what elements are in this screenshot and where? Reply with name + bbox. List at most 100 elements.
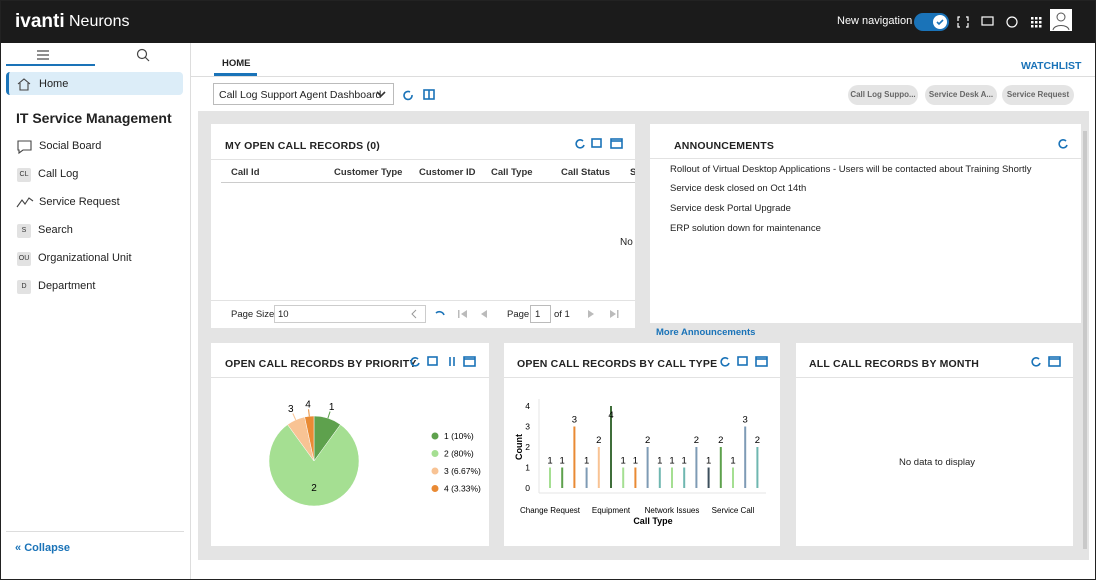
nav-item[interactable]: Social Board (39, 140, 102, 152)
page-count: of 1 (554, 309, 570, 320)
page-size-select[interactable] (274, 305, 426, 323)
more-link[interactable]: More Announcements (656, 327, 756, 338)
announcement[interactable]: Rollout of Virtual Desktop Applications … (670, 164, 1032, 175)
divider (6, 531, 184, 532)
watchlist-tab[interactable]: WATCHLIST (1021, 60, 1082, 72)
apps-icon[interactable] (1031, 17, 1042, 28)
column-header[interactable]: Call Type (491, 167, 533, 178)
item-badge: OU (17, 252, 31, 266)
bar (658, 467, 661, 488)
x-tick-label: Equipment (592, 506, 631, 515)
slice-label: 3 (288, 404, 294, 415)
divider (211, 300, 635, 301)
legend-swatch (431, 432, 439, 440)
divider (211, 377, 489, 378)
home-tab[interactable]: HOME (222, 58, 251, 69)
nav-item[interactable]: Search (38, 224, 73, 236)
new-navigation-label: New navigation (837, 15, 913, 27)
nav-item[interactable]: Department (38, 280, 96, 292)
bar (671, 467, 673, 488)
page-size[interactable]: 10 (278, 309, 289, 320)
value-label: 1 (633, 456, 638, 467)
home-label[interactable]: Home (39, 78, 69, 90)
home-icon (17, 78, 31, 91)
column-header[interactable]: Call Status (561, 167, 611, 178)
y-tick-label: 4 (525, 401, 530, 411)
value-label: 2 (718, 435, 723, 446)
dashboard-name[interactable]: Call Log Support Agent Dashboard (219, 89, 382, 101)
widget-icons (410, 138, 1068, 367)
value-label: 3 (572, 415, 577, 426)
legend-label: 4 (3.33%) (444, 484, 481, 494)
value-label: 1 (730, 456, 735, 467)
collapse-label[interactable]: Collapse (24, 542, 71, 554)
nav-item[interactable]: Call Log (38, 168, 79, 180)
legend-swatch (431, 467, 439, 475)
item-icon (17, 140, 32, 155)
legend-swatch (431, 450, 439, 457)
dashboard-select[interactable] (213, 83, 394, 105)
scrollbar[interactable] (1083, 131, 1087, 549)
announcements-widget (650, 124, 1081, 323)
y-axis-title: Count (514, 434, 524, 460)
bar (585, 467, 588, 488)
column-header[interactable]: Call Id (231, 167, 260, 178)
legend-swatch (431, 485, 439, 492)
help-icon[interactable] (1006, 16, 1018, 28)
page-number[interactable]: 1 (535, 309, 541, 320)
widget-title: OPEN CALL RECORDS BY PRIORITY (225, 358, 417, 370)
announcement[interactable]: Service desk Portal Upgrade (670, 203, 791, 214)
y-tick-label: 3 (525, 422, 530, 432)
value-label: 4 (608, 410, 613, 421)
bar (549, 467, 551, 488)
empty-text: No (620, 237, 633, 248)
y-tick-label: 1 (525, 463, 530, 473)
section-title: IT Service Management (16, 110, 172, 126)
bar (622, 467, 625, 488)
announcement[interactable]: Service desk closed on Oct 14th (670, 183, 807, 194)
divider (796, 377, 1073, 378)
call-records-widget (211, 124, 635, 328)
legend-label: 1 (10%) (444, 431, 474, 441)
nav-item[interactable]: Organizational Unit (38, 252, 132, 264)
column-header[interactable]: Customer Type (334, 167, 403, 178)
toggle[interactable] (914, 13, 949, 31)
empty-message: No data to display (899, 457, 976, 468)
home-item[interactable] (6, 72, 183, 95)
pager-icons (411, 309, 619, 319)
item-badge: CL (17, 168, 31, 182)
avatar[interactable] (1050, 9, 1072, 31)
bar (732, 467, 734, 488)
screen-icon[interactable] (981, 16, 994, 26)
announcement[interactable]: ERP solution down for maintenance (670, 223, 821, 234)
dashboard-chip[interactable]: Service Request (1002, 85, 1074, 105)
x-axis-title: Call Type (633, 516, 672, 526)
value-label: 2 (645, 435, 650, 446)
dashboard-chip[interactable]: Service Desk A... (925, 85, 997, 105)
y-tick-label: 0 (525, 483, 530, 493)
divider (221, 182, 635, 183)
leader-line (292, 413, 297, 421)
page-label: Page (507, 309, 530, 320)
widget-title: ALL CALL RECORDS BY MONTH (809, 358, 980, 370)
page-input[interactable] (530, 305, 551, 323)
x-tick-label: Change Request (520, 506, 581, 515)
sidebar (1, 43, 191, 579)
nav-item[interactable]: Service Request (39, 196, 120, 208)
bar (683, 467, 686, 488)
bar (646, 447, 649, 488)
column-header[interactable]: S (630, 167, 635, 178)
bar (744, 426, 747, 488)
item-icon (16, 197, 34, 208)
divider (504, 377, 780, 378)
header-icons (914, 9, 1072, 31)
widget-title: OPEN CALL RECORDS BY CALL TYPE (517, 358, 718, 370)
item-badge: S (17, 224, 31, 238)
bar (634, 467, 637, 488)
dashboard-chip[interactable]: Call Log Suppo... (848, 85, 918, 105)
collapse-button[interactable]: « Collapse (15, 542, 71, 554)
column-header[interactable]: Customer ID (419, 167, 476, 178)
fullscreen-icon[interactable] (957, 16, 969, 28)
value-label: 1 (706, 456, 711, 467)
